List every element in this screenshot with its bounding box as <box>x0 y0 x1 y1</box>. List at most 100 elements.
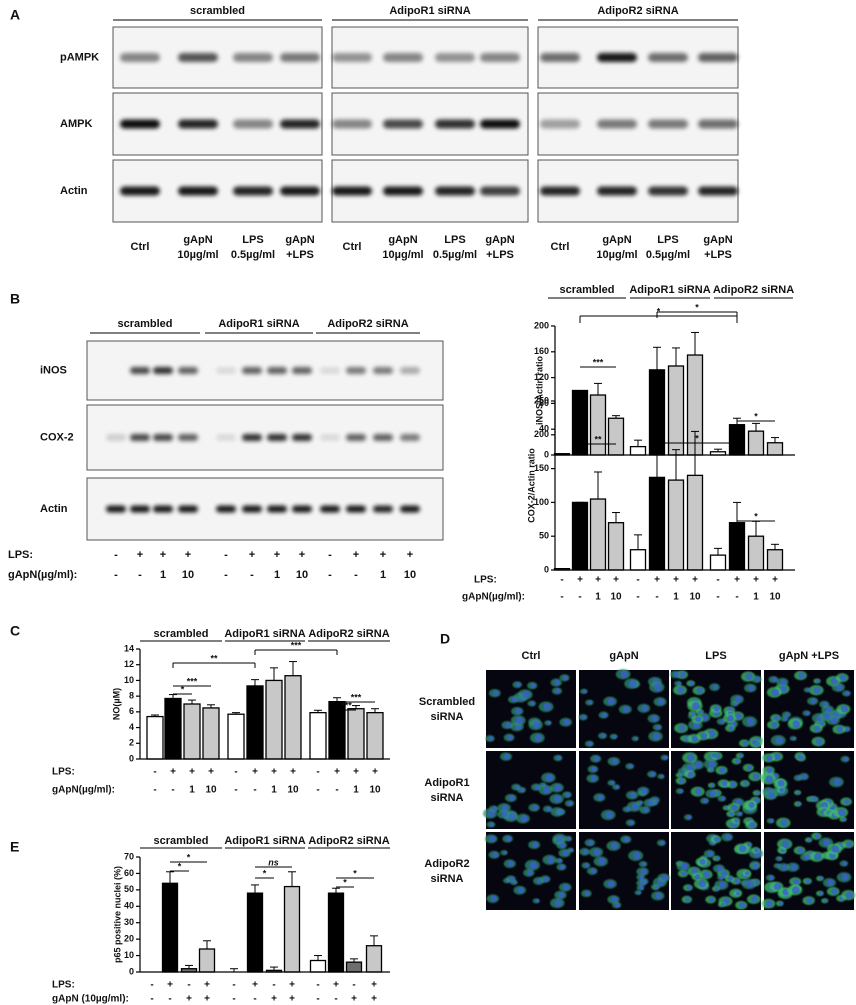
treatment-mark: + <box>204 980 210 991</box>
nucleus <box>707 850 714 857</box>
blot <box>86 404 444 471</box>
treatment-mark: 10 <box>610 592 622 603</box>
y-tick-label: 150 <box>534 463 549 473</box>
panel-label: A <box>10 7 20 23</box>
treatment-mark: + <box>351 994 357 1005</box>
nucleus <box>708 760 716 768</box>
group-label: AdipoR2 siRNA <box>713 284 794 296</box>
nucleus <box>611 842 619 850</box>
lane-label: gApN <box>183 234 212 246</box>
nucleus <box>719 875 724 880</box>
nucleus <box>615 785 620 789</box>
bar <box>164 697 182 760</box>
nucleus <box>827 879 834 886</box>
nucleus <box>515 682 521 688</box>
treatment-mark: 1 <box>673 592 679 603</box>
blot <box>112 26 323 89</box>
treatment-mark: - <box>328 549 332 561</box>
treatment-mark: - <box>334 994 337 1005</box>
panel-label: D <box>440 631 450 647</box>
nucleus <box>753 797 760 803</box>
treatment-mark: 10 <box>769 592 781 603</box>
lane-label: 0.5µg/ml <box>646 249 690 261</box>
nucleus <box>686 885 692 891</box>
bar <box>246 892 264 973</box>
nucleus <box>714 886 719 891</box>
nucleus <box>778 856 782 861</box>
blot-band <box>130 367 150 374</box>
nucleus <box>562 850 569 857</box>
treatment-mark: 1 <box>160 569 166 581</box>
blot-band <box>233 119 273 129</box>
nucleus <box>628 679 637 688</box>
nucleus <box>492 806 498 812</box>
nucleus <box>503 850 507 855</box>
nucleus <box>815 738 823 745</box>
row-label: Scrambled <box>419 696 475 708</box>
significance: *** <box>351 692 362 702</box>
nucleus <box>823 838 831 847</box>
nucleus <box>840 674 847 681</box>
blot-band <box>320 434 340 441</box>
bar <box>246 685 264 760</box>
treatment-mark: - <box>636 575 639 586</box>
bar <box>161 882 179 973</box>
nucleus <box>780 819 788 827</box>
blot-band <box>106 505 126 513</box>
nucleus <box>624 836 630 843</box>
blot <box>112 92 323 156</box>
nucleus <box>632 851 641 860</box>
blot-band <box>597 119 637 129</box>
bar <box>309 711 327 760</box>
group-label: scrambled <box>559 284 614 296</box>
bar <box>366 711 384 760</box>
nucleus <box>748 684 755 692</box>
lane-label: gApN <box>602 234 631 246</box>
group-label: AdipoR2 siRNA <box>308 835 389 847</box>
nucleus <box>753 863 759 869</box>
nucleus <box>833 778 842 786</box>
treatment-mark: 1 <box>595 592 601 603</box>
blot-band <box>233 186 273 196</box>
y-tick-label: 10 <box>124 675 134 685</box>
blot-band <box>178 53 218 62</box>
nucleus <box>836 684 843 691</box>
nucleus <box>728 725 734 731</box>
nucleus <box>845 891 853 899</box>
significance: * <box>343 877 347 887</box>
y-tick-label: 50 <box>539 531 549 541</box>
nucleus <box>607 697 615 705</box>
treatment-mark: + <box>271 994 277 1005</box>
treatment-mark: + <box>186 994 192 1005</box>
treatment-mark: - <box>232 994 235 1005</box>
treatment-mark: - <box>253 785 256 796</box>
blot-band <box>480 53 520 62</box>
significance: * <box>695 433 699 443</box>
treatment-mark: - <box>234 785 237 796</box>
nucleus <box>679 671 686 678</box>
nucleus <box>639 880 645 886</box>
group-label: AdipoR1 siRNA <box>389 5 470 17</box>
significance: * <box>754 511 758 521</box>
nucleus <box>840 705 848 713</box>
nucleus <box>641 705 648 712</box>
bar <box>589 394 607 456</box>
nucleus <box>543 786 551 794</box>
nucleus <box>652 732 661 740</box>
nucleus <box>509 876 515 882</box>
group-label: scrambled <box>153 628 208 640</box>
group-label: AdipoR1 siRNA <box>224 835 305 847</box>
treatment-label: gApN(µg/ml): <box>462 592 525 603</box>
nucleus <box>681 863 688 870</box>
nucleus <box>639 875 644 880</box>
lane-label: Ctrl <box>131 241 150 253</box>
bar <box>589 498 607 571</box>
group-label: AdipoR1 siRNA <box>218 318 299 330</box>
lane-label: LPS <box>657 234 678 246</box>
treatment-mark: + <box>252 980 258 991</box>
treatment-mark: 1 <box>189 785 195 796</box>
bar <box>265 679 283 760</box>
treatment-mark: + <box>289 980 295 991</box>
nucleus <box>818 891 823 896</box>
nucleus <box>661 874 668 881</box>
